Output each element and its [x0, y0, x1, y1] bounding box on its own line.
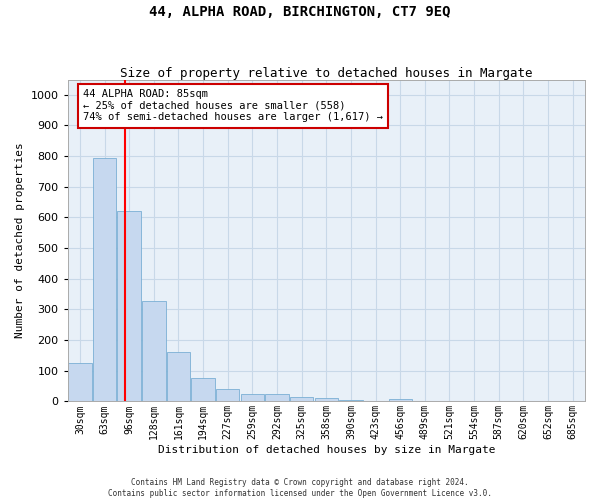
X-axis label: Distribution of detached houses by size in Margate: Distribution of detached houses by size …	[158, 445, 495, 455]
Bar	[339, 400, 362, 402]
Bar	[191, 378, 215, 402]
Bar	[68, 363, 92, 402]
Y-axis label: Number of detached properties: Number of detached properties	[15, 142, 25, 338]
Bar	[290, 397, 313, 402]
Bar	[241, 394, 264, 402]
Text: 44 ALPHA ROAD: 85sqm
← 25% of detached houses are smaller (558)
74% of semi-deta: 44 ALPHA ROAD: 85sqm ← 25% of detached h…	[83, 89, 383, 122]
Text: Contains HM Land Registry data © Crown copyright and database right 2024.
Contai: Contains HM Land Registry data © Crown c…	[108, 478, 492, 498]
Bar	[265, 394, 289, 402]
Bar	[167, 352, 190, 402]
Bar	[118, 212, 141, 402]
Text: 44, ALPHA ROAD, BIRCHINGTON, CT7 9EQ: 44, ALPHA ROAD, BIRCHINGTON, CT7 9EQ	[149, 5, 451, 19]
Title: Size of property relative to detached houses in Margate: Size of property relative to detached ho…	[120, 66, 533, 80]
Bar	[314, 398, 338, 402]
Bar	[389, 399, 412, 402]
Bar	[93, 158, 116, 402]
Bar	[216, 389, 239, 402]
Bar	[142, 301, 166, 402]
